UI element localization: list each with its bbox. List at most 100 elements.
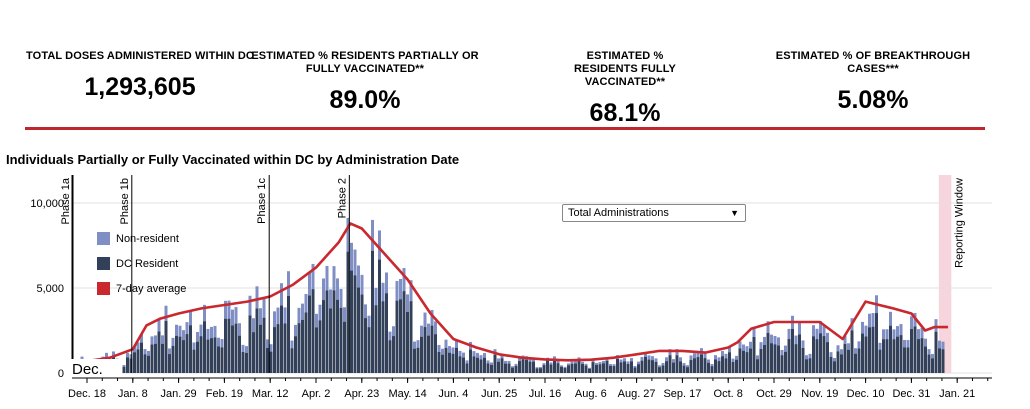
- stat-value: 1,293,605: [84, 73, 196, 101]
- dropdown-selected: Total Administrations: [568, 207, 669, 219]
- bar-dc-resident: [861, 333, 864, 373]
- bar-dc-resident: [812, 336, 815, 373]
- bar-dc-resident: [500, 358, 504, 373]
- bar-dc-resident: [742, 350, 745, 373]
- bar-dc-resident: [780, 355, 784, 373]
- bar-dc-resident: [605, 360, 609, 373]
- divider: [25, 127, 985, 130]
- legend-label: Non-resident: [116, 233, 179, 245]
- x-tick-label: Jul. 16: [529, 388, 561, 400]
- bar-dc-resident: [735, 359, 738, 373]
- bar-dc-resident: [234, 323, 238, 373]
- bar-dc-resident: [259, 324, 262, 373]
- bar-dc-resident: [346, 251, 350, 373]
- stat-label: TOTAL DOSES ADMINISTERED WITHIN DC: [26, 50, 254, 62]
- bar-dc-resident: [801, 348, 805, 373]
- bar-dc-resident: [224, 318, 227, 373]
- bar-dc-resident: [808, 358, 812, 373]
- bar-dc-resident: [581, 364, 584, 373]
- x-tick-label: Jun. 25: [481, 388, 517, 400]
- bar-dc-resident: [189, 325, 192, 373]
- bar-dc-resident: [122, 366, 126, 373]
- bar-dc-resident: [423, 327, 427, 373]
- bar-dc-resident: [129, 358, 133, 373]
- bar-dc-resident: [252, 332, 255, 373]
- bar-dc-resident: [525, 359, 528, 373]
- bar-dc-resident: [182, 340, 185, 373]
- bar-dc-resident: [248, 315, 252, 373]
- bar-dc-resident: [360, 294, 364, 373]
- bar-dc-resident: [647, 359, 651, 373]
- legend-swatch: [97, 232, 110, 245]
- bar-dc-resident: [553, 359, 556, 373]
- bar-dc-resident: [486, 363, 490, 373]
- bar-dc-resident: [294, 336, 297, 373]
- bar-dc-resident: [413, 348, 416, 373]
- bar-dc-resident: [206, 339, 210, 373]
- stat-total-doses: TOTAL DOSES ADMINISTERED WITHIN DC 1,293…: [25, 50, 255, 102]
- bar-dc-resident: [427, 335, 430, 373]
- bar-dc-resident: [728, 352, 731, 373]
- bar-dc-resident: [784, 351, 787, 373]
- bar-dc-resident: [882, 339, 885, 373]
- bar-dc-resident: [686, 367, 689, 373]
- stat-fully-vaccinated: ESTIMATED % RESIDENTS FULLY VACCINATED**…: [510, 50, 740, 128]
- bar-dc-resident: [672, 362, 675, 373]
- bar-dc-resident: [759, 349, 763, 373]
- bar-dc-resident: [749, 348, 752, 373]
- y-tick-label: 5,000: [36, 283, 64, 295]
- bar-dc-resident: [483, 357, 486, 373]
- bar-dc-resident: [871, 326, 875, 373]
- bar-dc-resident: [448, 352, 451, 373]
- bar-dc-resident: [269, 351, 273, 373]
- bar-dc-resident: [885, 339, 889, 373]
- bar-dc-resident: [311, 289, 315, 373]
- bar-dc-resident: [185, 334, 189, 373]
- bar-dc-resident: [339, 307, 343, 373]
- bar-dc-resident: [850, 330, 854, 373]
- bar-dc-resident: [829, 356, 833, 373]
- metric-dropdown[interactable]: Total Administrations ▼: [562, 204, 746, 222]
- bar-dc-resident: [199, 336, 203, 373]
- bar-dc-resident: [472, 356, 476, 373]
- hover-label: Dec.: [72, 361, 103, 378]
- bar-dc-resident: [913, 326, 917, 373]
- bar-dc-resident: [756, 359, 759, 373]
- x-tick-label: Jan. 8: [118, 388, 148, 400]
- bar-dc-resident: [336, 299, 339, 373]
- bar-dc-resident: [654, 361, 658, 373]
- bar-dc-resident: [301, 319, 304, 373]
- bar-dc-resident: [696, 357, 700, 373]
- bar-dc-resident: [721, 356, 724, 373]
- bar-dc-resident: [465, 363, 469, 373]
- bar-dc-resident: [560, 366, 563, 373]
- bar-dc-resident: [157, 331, 161, 373]
- bar-dc-resident: [266, 348, 269, 373]
- bar-dc-resident: [441, 354, 444, 373]
- bar-dc-resident: [910, 329, 913, 373]
- bar-dc-resident: [213, 337, 217, 373]
- bar-dc-resident: [392, 336, 395, 373]
- seven-day-average-line: [86, 222, 948, 363]
- bar-dc-resident: [843, 344, 847, 373]
- bar-dc-resident: [549, 364, 553, 373]
- bar-dc-resident: [675, 355, 679, 373]
- bar-dc-resident: [854, 353, 857, 373]
- bar-dc-resident: [381, 301, 385, 373]
- bar-dc-resident: [707, 362, 710, 373]
- bar-dc-resident: [609, 365, 612, 373]
- bar-dc-resident: [714, 359, 717, 373]
- bar-dc-resident: [661, 365, 665, 373]
- bar-dc-resident: [738, 348, 742, 373]
- stat-value: 5.08%: [837, 86, 909, 114]
- bar-dc-resident: [745, 352, 749, 373]
- legend-label: 7-day average: [116, 283, 186, 295]
- bar-dc-resident: [262, 317, 266, 373]
- stat-partially-vaccinated: ESTIMATED % RESIDENTS PARTIALLY OR FULLY…: [250, 50, 480, 115]
- bar-dc-resident: [434, 334, 437, 373]
- x-tick-label: Dec. 10: [847, 388, 885, 400]
- bar-dc-resident: [787, 339, 791, 373]
- bar-dc-resident: [329, 308, 332, 373]
- bar-dc-resident: [815, 339, 819, 373]
- bar-dc-resident: [570, 363, 574, 373]
